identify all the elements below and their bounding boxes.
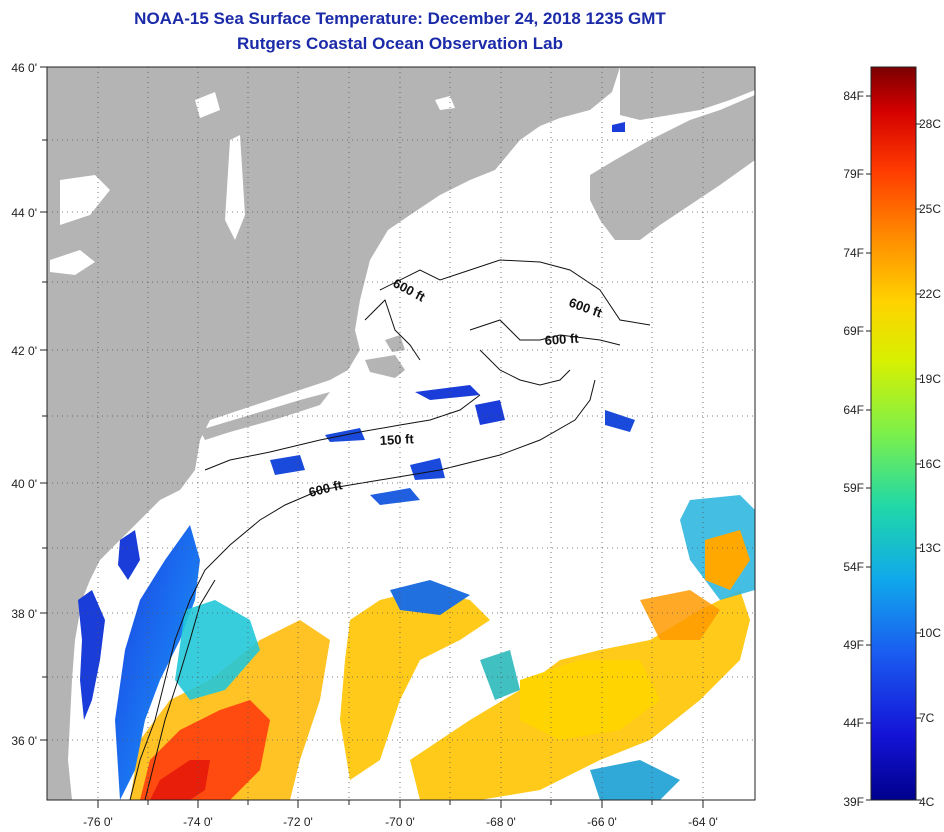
lon-label-72: -72 0': [283, 815, 313, 829]
contour-label-600ft-3: 600 ft: [544, 331, 580, 348]
cb-label-44f: 44F: [843, 716, 864, 730]
graticule: [47, 67, 755, 800]
cb-label-25c: 25C: [919, 202, 941, 216]
lat-label-42: 42 0': [11, 344, 37, 358]
cb-label-54f: 54F: [843, 560, 864, 574]
cb-label-84f: 84F: [843, 89, 864, 103]
lat-label-38: 38 0': [11, 607, 37, 621]
lakes: [50, 92, 455, 275]
cb-label-59f: 59F: [843, 481, 864, 495]
lat-label-44: 44 0': [11, 206, 37, 220]
lon-label-74: -74 0': [183, 815, 213, 829]
cb-label-16c: 16C: [919, 457, 941, 471]
axis-ticks: [40, 66, 704, 808]
map-subtitle: Rutgers Coastal Ocean Observation Lab: [237, 34, 563, 53]
map-title: NOAA-15 Sea Surface Temperature: Decembe…: [134, 9, 666, 28]
cb-label-64f: 64F: [843, 403, 864, 417]
cb-label-4c: 4C: [919, 795, 935, 809]
lat-label-40: 40 0': [11, 477, 37, 491]
cb-label-13c: 13C: [919, 541, 941, 555]
lat-label-36: 36 0': [11, 734, 37, 748]
cb-label-28c: 28C: [919, 117, 941, 131]
land: [47, 67, 755, 800]
contour-label-150ft: 150 ft: [379, 431, 414, 448]
colorbar: [870, 66, 917, 801]
cb-label-74f: 74F: [843, 246, 864, 260]
cb-label-39f: 39F: [843, 795, 864, 809]
map-frame: [46, 66, 756, 801]
lon-label-68: -68 0': [486, 815, 516, 829]
colorbar-ticks: [866, 95, 921, 801]
cb-label-19c: 19C: [919, 372, 941, 386]
sst-imagery: [115, 122, 755, 800]
lat-label-46: 46 0': [11, 61, 37, 75]
lon-label-64: -64 0': [688, 815, 718, 829]
lon-label-76: -76 0': [83, 815, 113, 829]
lon-label-66: -66 0': [587, 815, 617, 829]
cb-label-10c: 10C: [919, 626, 941, 640]
cb-label-49f: 49F: [843, 638, 864, 652]
cb-label-69f: 69F: [843, 324, 864, 338]
cb-label-79f: 79F: [843, 167, 864, 181]
cb-label-7c: 7C: [919, 711, 935, 725]
bathymetry-contours: [129, 259, 651, 800]
lon-label-70: -70 0': [385, 815, 415, 829]
cb-label-22c: 22C: [919, 287, 941, 301]
